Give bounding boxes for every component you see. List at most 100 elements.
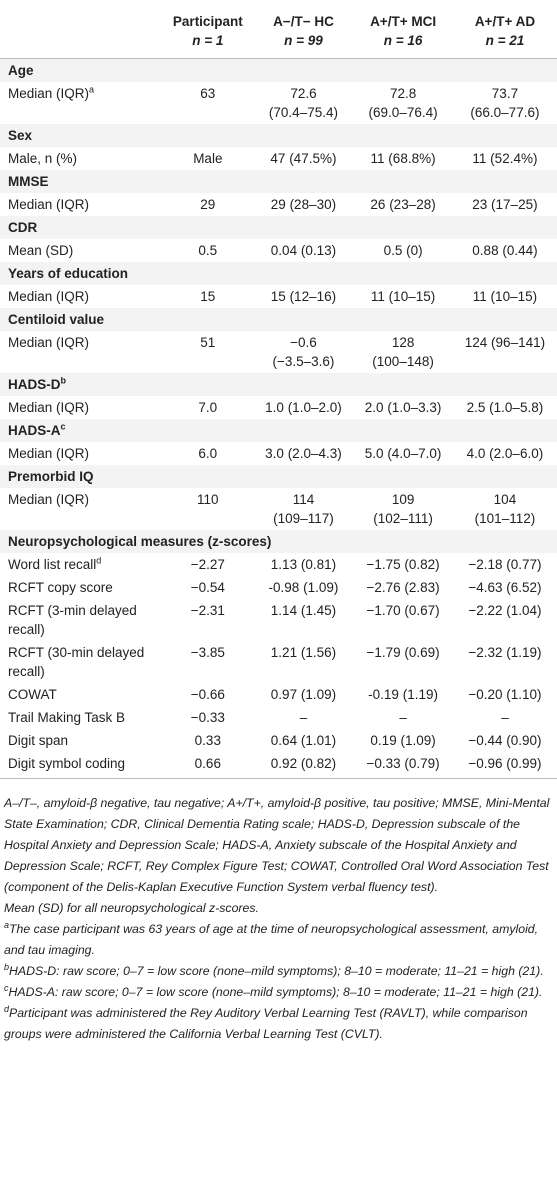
row-label: Word list recalld (0, 553, 162, 576)
value-text: 0.5 (0) (383, 243, 423, 258)
value-cell: −4.63 (6.52) (453, 576, 557, 599)
section-heading: Centiloid value (0, 308, 557, 331)
value-text-line: 128 (391, 335, 415, 350)
value-text: 0.64 (1.01) (270, 733, 337, 748)
note-mark: a (89, 84, 95, 95)
value-text-line: 104 (493, 492, 517, 507)
section-title: CDR (8, 220, 38, 235)
section-title: Years of education (8, 266, 129, 281)
value-text-line: (102–111) (373, 511, 433, 526)
header-cell: A+/T+ AD n = 21 (452, 0, 557, 59)
footnote: bHADS-D: raw score; 0–7 = low score (non… (4, 961, 551, 982)
footnote-text: HADS-A: raw score; 0–7 = low score (none… (8, 985, 543, 999)
row-label-text: RCFT copy score (8, 580, 113, 595)
row-label-text: Median (IQR) (8, 197, 90, 212)
row-label-text: Median (IQR) (8, 335, 90, 350)
value-cell: 11 (10–15) (453, 285, 557, 308)
value-text: -0.98 (1.09) (268, 580, 339, 595)
column-title: A−/T− HC (273, 14, 334, 29)
value-text: 110 (197, 492, 219, 507)
value-text-line: 72.8 (389, 86, 417, 101)
row-label: Male, n (%) (0, 147, 162, 170)
footnote-text: HADS-D: raw score; 0–7 = low score (none… (9, 964, 544, 978)
value-cell: −0.20 (1.10) (453, 683, 557, 706)
value-cell: 2.5 (1.0–5.8) (453, 396, 557, 419)
value-cell: 124 (96–141) (453, 331, 557, 373)
value-cell: 72.6 (70.4–75.4) (254, 82, 354, 124)
footnotes: A–/T–, amyloid-β negative, tau negative;… (0, 779, 557, 1045)
value-text: 29 (200, 197, 216, 212)
data-row: Trail Making Task B −0.33 – – – (0, 706, 557, 729)
section-row: HADS-Db (0, 373, 557, 396)
value-text: 0.66 (194, 756, 221, 771)
value-text: – (501, 710, 509, 725)
value-cell: 128 (100–148) (353, 331, 453, 373)
value-text: 0.04 (0.13) (270, 243, 337, 258)
value-cell: 0.5 (162, 239, 254, 262)
value-text-line: −0.6 (290, 335, 317, 350)
data-row: Male, n (%) Male 47 (47.5%) 11 (68.8%) 11 (5… (0, 147, 557, 170)
value-cell: 104 (101–112) (453, 488, 557, 530)
section-row: HADS-Ac (0, 419, 557, 442)
value-text-line: 72.6 (290, 86, 317, 101)
column-title: A+/T+ AD (474, 14, 536, 29)
row-label: Median (IQR) (0, 331, 162, 373)
row-label: Digit symbol coding (0, 752, 162, 779)
value-cell: 1.21 (1.56) (254, 641, 354, 683)
value-cell: 15 (12–16) (254, 285, 354, 308)
value-text: −3.85 (190, 645, 225, 660)
value-cell: 0.97 (1.09) (254, 683, 354, 706)
value-cell: – (353, 706, 453, 729)
header-cell (0, 0, 162, 59)
value-cell: −2.22 (1.04) (453, 599, 557, 641)
row-label: Mean (SD) (0, 239, 162, 262)
value-text: 2.0 (1.0–3.3) (364, 400, 442, 415)
value-text: −0.96 (0.99) (468, 756, 542, 771)
row-label: Median (IQR) (0, 285, 162, 308)
row-label: Trail Making Task B (0, 706, 162, 729)
value-cell: 7.0 (162, 396, 254, 419)
section-row: Age (0, 58, 557, 82)
value-cell: 0.19 (1.09) (353, 729, 453, 752)
row-label: RCFT (30-min delayed recall) (0, 641, 162, 683)
data-row: Median (IQR)a 63 72.6 (70.4–75.4) 72.8 (69.0–… (0, 82, 557, 124)
value-cell: −1.70 (0.67) (353, 599, 453, 641)
value-text: 0.5 (198, 243, 218, 258)
row-label: Median (IQR) (0, 488, 162, 530)
row-label: RCFT copy score (0, 576, 162, 599)
data-row: RCFT (30-min delayed recall) −3.85 1.21 (1.… (0, 641, 557, 683)
section-heading: Years of education (0, 262, 557, 285)
value-cell: 0.64 (1.01) (254, 729, 354, 752)
row-label-text: Digit symbol coding (8, 756, 126, 771)
row-label: COWAT (0, 683, 162, 706)
value-text: −1.75 (0.82) (366, 557, 440, 572)
value-cell: 109 (102–111) (353, 488, 453, 530)
value-text: -0.19 (1.19) (368, 687, 438, 702)
value-text: −1.70 (0.67) (366, 603, 440, 618)
section-heading: Neuropsychological measures (z-scores) (0, 530, 557, 553)
data-row: Median (IQR) 6.0 3.0 (2.0–4.3) 5.0 (4.0–7.0… (0, 442, 557, 465)
row-label-text: Median (IQR) (8, 446, 90, 461)
value-text: −0.44 (0.90) (468, 733, 542, 748)
value-text: 11 (68.8%) (370, 151, 436, 166)
value-text-line: (109–117) (273, 511, 334, 526)
row-label-text: COWAT (8, 687, 57, 702)
header-row: Participant n = 1 A−/T− HC n = 99 A+/T+ MCI n… (0, 0, 557, 59)
row-label-text-line: RCFT (3-min delayed (8, 603, 137, 618)
value-text-line: 109 (391, 492, 415, 507)
section-title: HADS-A (8, 423, 61, 438)
value-text-line: (101–112) (474, 511, 536, 526)
value-cell: 26 (23–28) (353, 193, 453, 216)
header-cell: A+/T+ MCI n = 16 (353, 0, 453, 59)
data-row: Word list recalld −2.27 1.13 (0.81) −1.75 (… (0, 553, 557, 576)
row-label-text: Digit span (8, 733, 69, 748)
value-text: −0.20 (1.10) (468, 687, 542, 702)
value-cell: −0.66 (162, 683, 254, 706)
value-text: −0.54 (190, 580, 225, 595)
value-text: 7.0 (198, 400, 218, 415)
value-cell: 6.0 (162, 442, 254, 465)
data-row: RCFT copy score −0.54 -0.98 (1.09) −2.76 (2… (0, 576, 557, 599)
value-cell: 5.0 (4.0–7.0) (353, 442, 453, 465)
footnote-mark: c (4, 982, 9, 993)
